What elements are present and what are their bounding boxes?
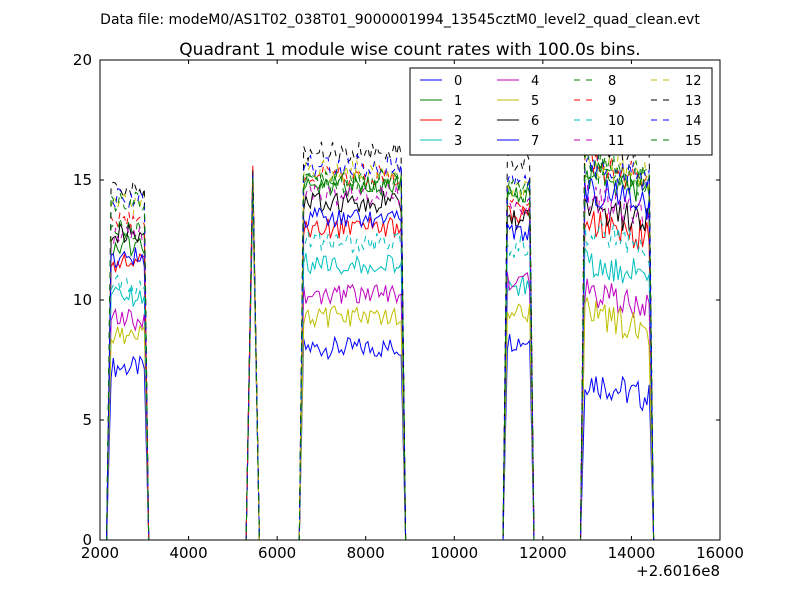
y-tick-label: 20	[73, 51, 92, 69]
legend-label-12: 12	[685, 74, 702, 89]
series-line-3	[106, 191, 655, 541]
legend-label-8: 8	[608, 74, 616, 89]
series-line-11	[106, 180, 655, 541]
legend-label-4: 4	[531, 74, 539, 89]
chart-suptitle: Data file: modeM0/AS1T02_038T01_90000019…	[100, 12, 700, 28]
legend-label-14: 14	[685, 114, 702, 129]
x-tick-label: 10000	[430, 544, 478, 562]
legend-label-11: 11	[608, 134, 625, 149]
x-tick-label: 6000	[258, 544, 296, 562]
ticks-layer: 2000 4000 6000 8000 10000 12000 14000 160000510…	[73, 51, 744, 562]
legend-label-5: 5	[531, 94, 539, 109]
x-tick-label: 4000	[169, 544, 207, 562]
legend-label-1: 1	[454, 94, 462, 109]
series-line-6	[106, 175, 655, 541]
y-tick-label: 15	[73, 171, 92, 189]
x-tick-label: 12000	[519, 544, 567, 562]
x-tick-label: 2000	[81, 544, 119, 562]
series-line-0	[106, 179, 655, 541]
series-layer	[106, 118, 655, 541]
legend-frame	[409, 67, 713, 156]
series-line-13	[106, 118, 655, 541]
series-line-7	[106, 178, 655, 541]
series-line-12	[106, 146, 655, 541]
series-line-1	[106, 160, 655, 541]
x-tick-label: 16000	[696, 544, 744, 562]
series-line-8	[106, 155, 655, 541]
series-line-15	[106, 149, 655, 541]
legend-label-10: 10	[608, 114, 625, 129]
y-tick-label: 10	[73, 291, 92, 309]
legend-label-13: 13	[685, 94, 702, 109]
series-line-5	[106, 199, 655, 541]
legend-label-2: 2	[454, 114, 462, 129]
series-line-9	[106, 146, 655, 541]
series-line-10	[106, 194, 655, 541]
legend-label-7: 7	[531, 134, 539, 149]
x-tick-label: 14000	[608, 544, 656, 562]
chart-title: Quadrant 1 module wise count rates with …	[179, 40, 640, 60]
legend-label-3: 3	[454, 134, 462, 149]
series-line-2	[106, 165, 655, 541]
legend-label-6: 6	[531, 114, 539, 129]
x-tick-label: 8000	[347, 544, 385, 562]
x-offset-label: +2.6016e8	[636, 562, 720, 580]
legend-label-0: 0	[454, 74, 462, 89]
series-line-4	[106, 196, 655, 541]
y-tick-label: 5	[82, 411, 92, 429]
series-line-14	[106, 153, 655, 541]
y-tick-label: 0	[82, 531, 92, 549]
legend-label-15: 15	[685, 134, 702, 149]
legend-label-9: 9	[608, 94, 616, 109]
